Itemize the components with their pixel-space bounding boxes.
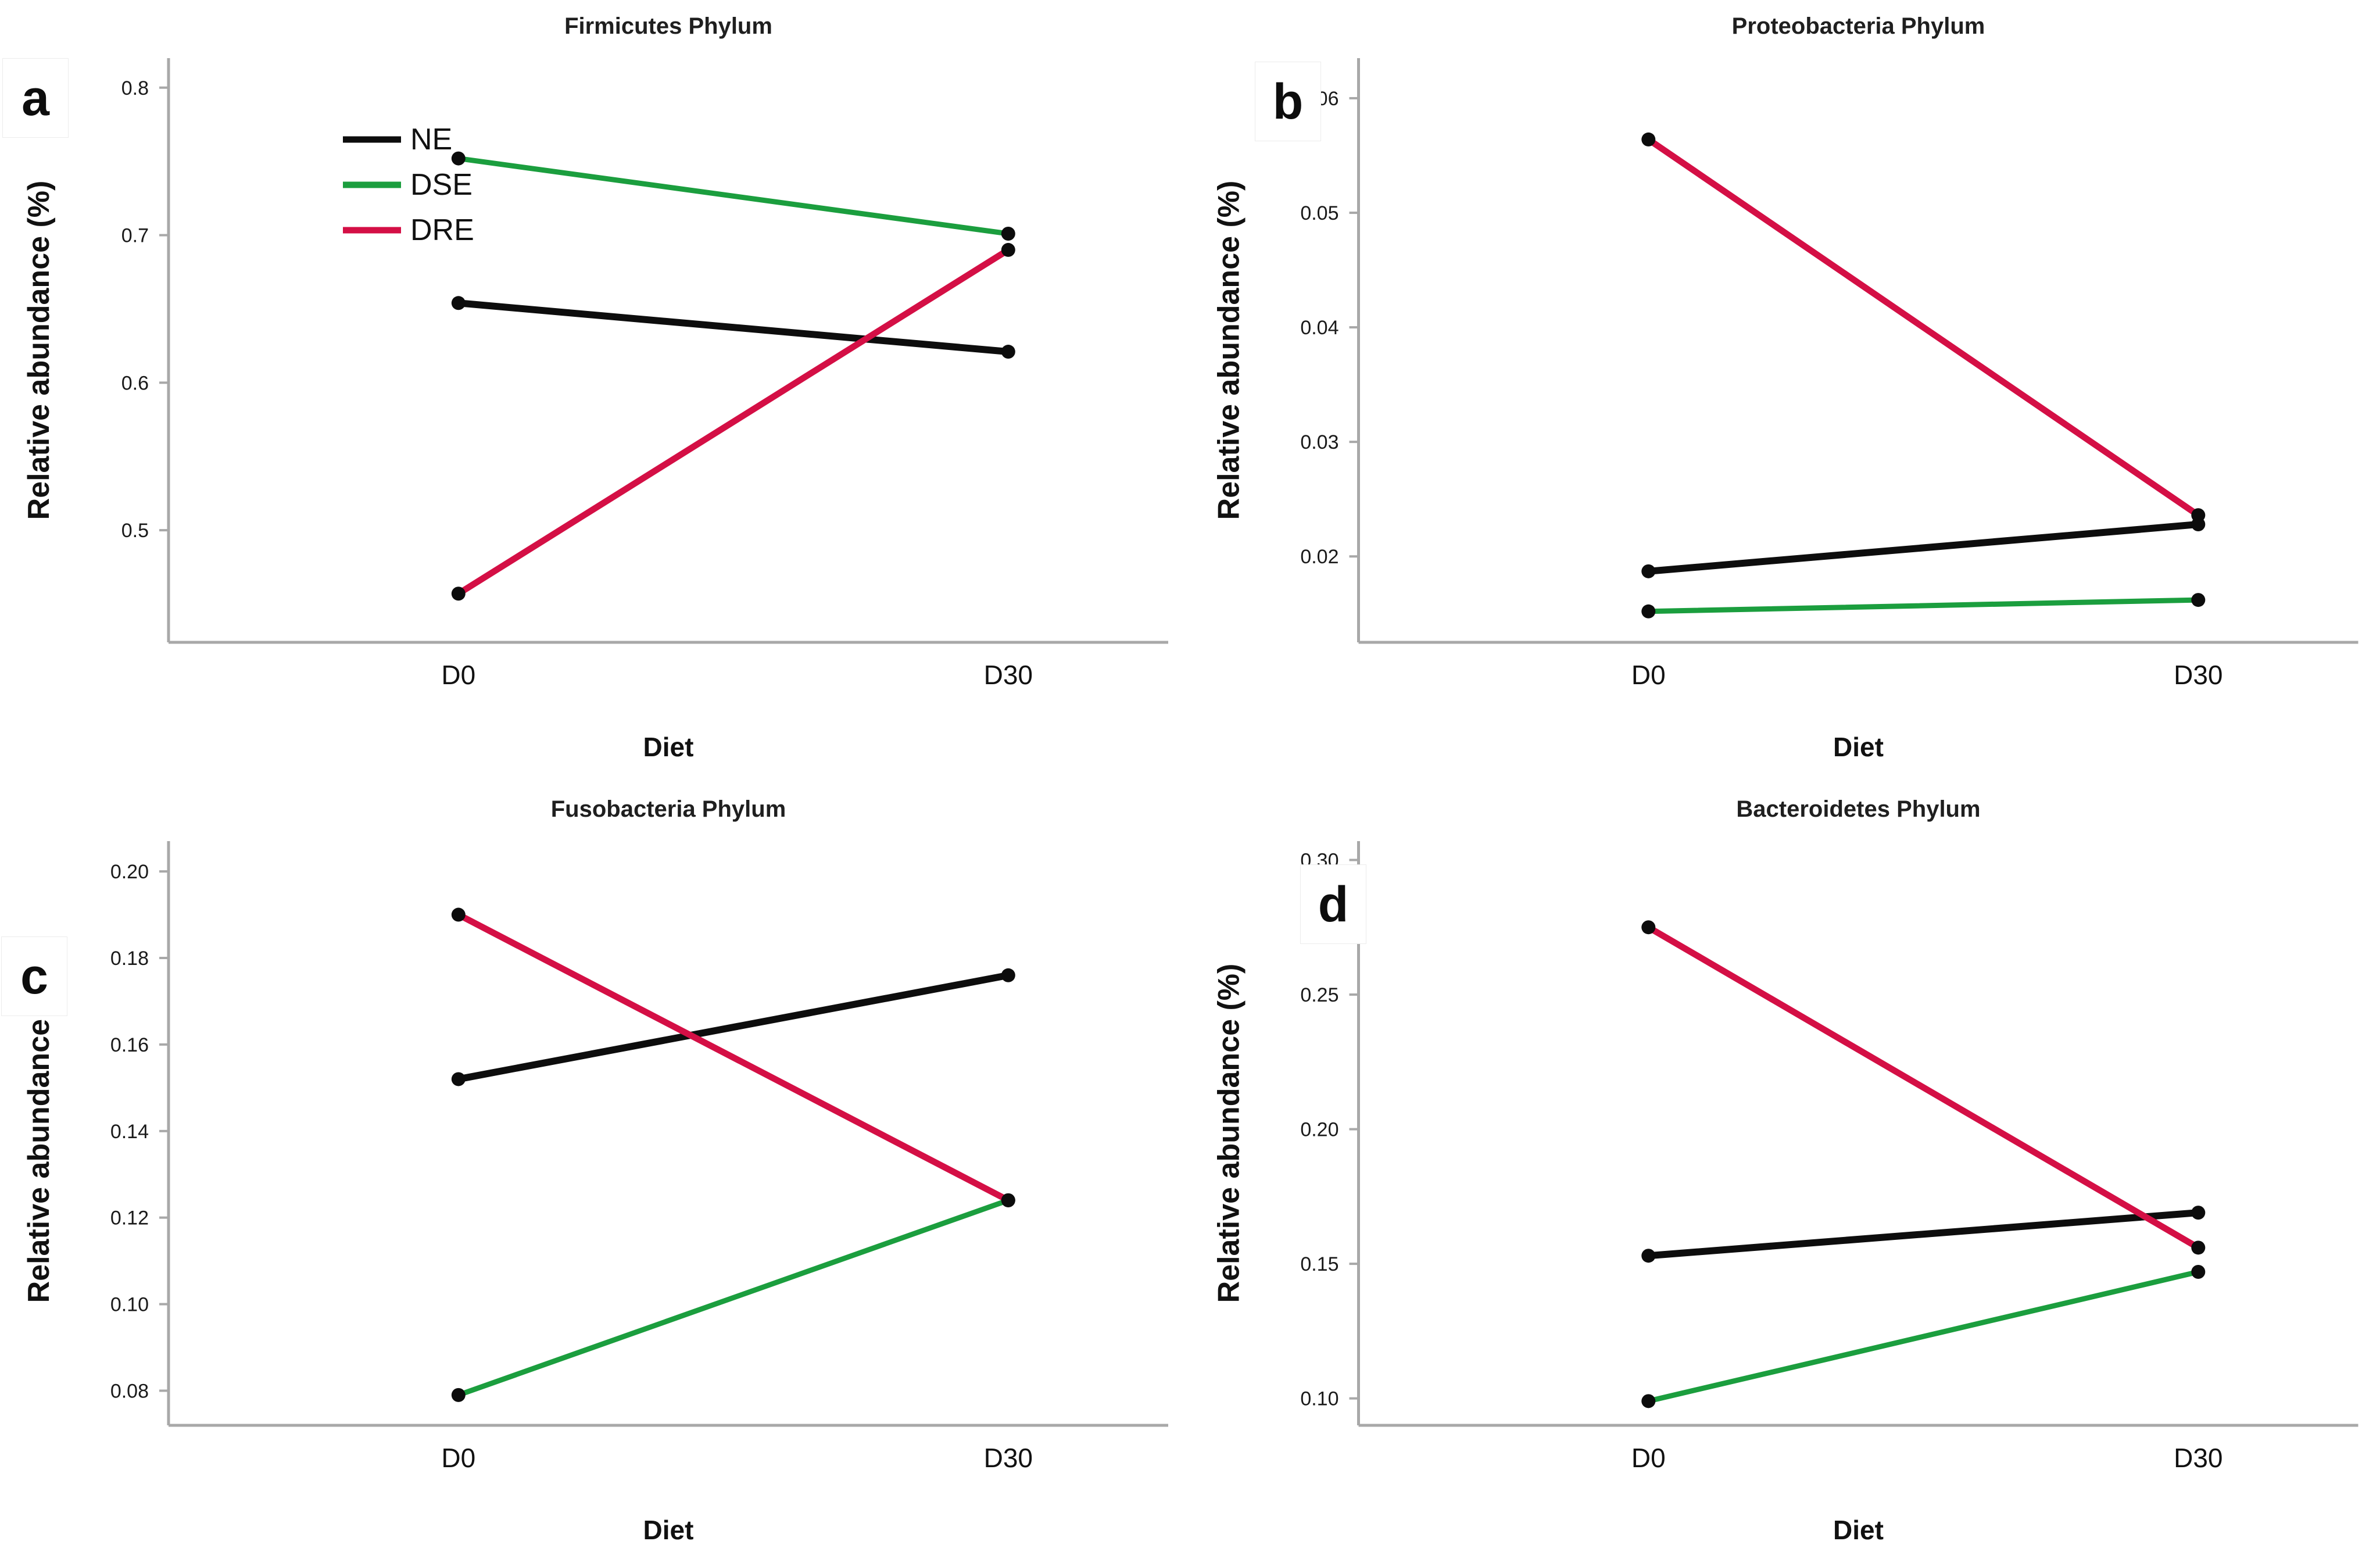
y-tick-label: 0.02 xyxy=(1300,546,1338,568)
panel-c: c Fusobacteria Phylum 0.20 0.18 0.16 0.14 0.1… xyxy=(0,783,1190,1566)
data-point-DSE-D0 xyxy=(451,151,466,166)
chart-title: Bacteroidetes Phylum xyxy=(1736,796,1980,822)
y-axis-title: Relative abundance (%) xyxy=(1212,964,1246,1303)
y-tick-label: 0.20 xyxy=(1300,1119,1338,1141)
x-category-label: D30 xyxy=(2174,660,2222,690)
y-tick-label: 0.20 xyxy=(110,861,149,883)
y-tick-label: 0.6 xyxy=(121,372,149,394)
x-category-label: D0 xyxy=(441,1443,475,1473)
y-tick-label: 0.16 xyxy=(110,1034,149,1056)
series-line-DSE xyxy=(1645,597,2201,614)
data-point-DSE-D0 xyxy=(1641,604,1656,618)
panel-b: b Proteobacteria Phylum0.060.050.040.030… xyxy=(1190,0,2380,783)
panel-d: d Bacteroidetes Phylum 0.30 0.25 0.20 0.15 0.… xyxy=(1190,783,2380,1566)
x-category-label: D30 xyxy=(2174,1443,2222,1473)
x-axis-title: Diet xyxy=(1833,732,1884,762)
series-line-NE xyxy=(1645,1209,2202,1260)
data-point-NE-D30 xyxy=(2191,1206,2206,1220)
y-tick-label: 0.14 xyxy=(110,1121,149,1143)
panel-a: a Firmicutes Phylum 0.8 0.7 0.6 0.5 Relative … xyxy=(0,0,1190,783)
y-tick-label: 0.8 xyxy=(121,77,149,99)
y-tick-label: 0.7 xyxy=(121,225,149,247)
y-tick-label: 0.03 xyxy=(1300,431,1338,453)
x-axis-title: Diet xyxy=(643,1515,694,1545)
series-line-DSE xyxy=(1645,1269,2201,1404)
x-axis-title: Diet xyxy=(1833,1515,1884,1545)
data-point-DRE-D0 xyxy=(1641,132,1656,146)
data-point-NE-D30 xyxy=(1001,345,1015,359)
y-tick-label: 0.15 xyxy=(1300,1253,1338,1275)
line-chart-proteobacteria: Proteobacteria Phylum0.060.050.040.030.0… xyxy=(1212,13,2358,762)
y-axis-title: Relative abundance (%) xyxy=(1212,181,1246,520)
y-axis-title: Relative abundance (%) xyxy=(22,964,56,1303)
panel-letter-b: b xyxy=(1255,62,1321,141)
series-line-DRE xyxy=(455,911,1012,1204)
line-chart-firmicutes: Firmicutes Phylum 0.8 0.7 0.6 0.5 Relative ab… xyxy=(22,13,1168,762)
data-point-DSE-D30 xyxy=(2191,1265,2206,1279)
y-tick-label: 0.08 xyxy=(110,1380,149,1402)
panel-letter-a: a xyxy=(2,58,69,138)
data-point-NE-D0 xyxy=(451,296,466,310)
data-point-DSE-D30 xyxy=(2191,593,2206,607)
x-category-label: D30 xyxy=(984,660,1033,690)
x-category-label: D0 xyxy=(1631,660,1666,690)
data-point-DSE-D0 xyxy=(451,1388,466,1402)
data-point-DRE-D0 xyxy=(451,587,466,601)
data-point-DRE-D30 xyxy=(1001,1193,1015,1207)
y-tick-label: 0.05 xyxy=(1300,202,1338,224)
y-tick-label: 0.04 xyxy=(1300,317,1338,339)
series-line-NE xyxy=(1645,521,2202,575)
y-tick-label: 0.12 xyxy=(110,1207,149,1229)
y-tick-label: 0.18 xyxy=(110,948,149,970)
legend: NE DSE DRE xyxy=(343,123,474,247)
data-point-NE-D0 xyxy=(451,1072,466,1086)
y-tick-label: 0.10 xyxy=(110,1294,149,1316)
data-point-NE-D0 xyxy=(1641,1249,1656,1263)
legend-label-NE: NE xyxy=(410,123,452,156)
legend-label-DRE: DRE xyxy=(410,213,474,247)
y-tick-label: 0.25 xyxy=(1300,984,1338,1006)
series-line-DRE xyxy=(455,246,1012,597)
series-line-NE xyxy=(454,971,1012,1083)
data-point-DRE-D0 xyxy=(451,907,466,922)
data-point-DRE-D30 xyxy=(1001,242,1015,257)
series-line-DSE xyxy=(456,156,1011,237)
panel-letter-c: c xyxy=(1,936,67,1016)
data-point-DRE-D30 xyxy=(2191,508,2206,523)
x-category-label: D0 xyxy=(441,660,475,690)
y-tick-label: 0.5 xyxy=(121,520,149,542)
panel-letter-d: d xyxy=(1300,864,1366,944)
line-chart-bacteroidetes: Bacteroidetes Phylum0.300.250.200.150.10… xyxy=(1212,796,2358,1545)
x-category-label: D30 xyxy=(984,1443,1033,1473)
chart-title: Firmicutes Phylum xyxy=(564,13,772,39)
series-line-DSE xyxy=(456,1197,1011,1398)
data-point-DRE-D0 xyxy=(1641,920,1656,935)
y-tick-label: 0.10 xyxy=(1300,1388,1338,1410)
y-axis-title: Relative abundance (%) xyxy=(22,181,56,520)
data-point-NE-D0 xyxy=(1641,564,1656,578)
chart-title: Proteobacteria Phylum xyxy=(1732,13,1985,39)
x-axis-title: Diet xyxy=(643,732,694,762)
x-category-label: D0 xyxy=(1631,1443,1666,1473)
data-point-DSE-D0 xyxy=(1641,1394,1656,1408)
series-line-NE xyxy=(454,299,1012,356)
data-point-DSE-D30 xyxy=(1001,227,1015,241)
series-line-DRE xyxy=(1645,136,2202,519)
chart-title: Fusobacteria Phylum xyxy=(551,796,786,822)
data-point-DRE-D30 xyxy=(2191,1240,2206,1255)
legend-label-DSE: DSE xyxy=(410,168,473,202)
line-chart-fusobacteria: Fusobacteria Phylum 0.20 0.18 0.16 0.14 0.12 0… xyxy=(22,796,1168,1545)
data-point-NE-D30 xyxy=(1001,968,1015,982)
series-line-DRE xyxy=(1645,924,2202,1251)
